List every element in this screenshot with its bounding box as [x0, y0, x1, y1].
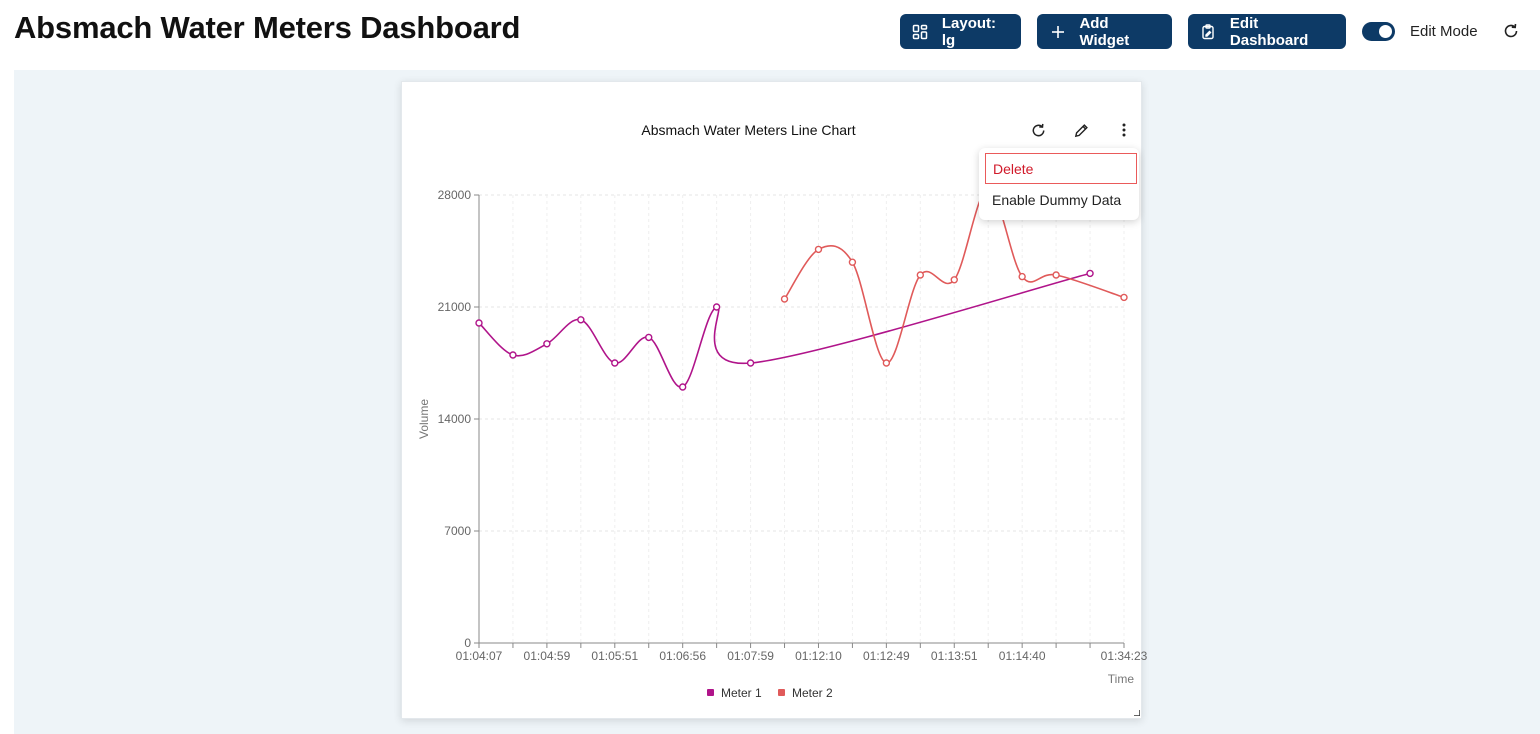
toggle-knob: [1379, 25, 1392, 38]
plus-icon: [1049, 23, 1066, 41]
edit-mode-toggle[interactable]: [1362, 22, 1395, 41]
add-widget-button[interactable]: Add Widget: [1037, 14, 1172, 49]
delete-menu-item[interactable]: Delete: [985, 153, 1137, 184]
layout-button-label: Layout: lg: [941, 14, 997, 49]
page-title: Absmach Water Meters Dashboard: [14, 10, 521, 45]
edit-dashboard-label: Edit Dashboard: [1229, 14, 1309, 49]
resize-handle-icon[interactable]: [1134, 710, 1140, 716]
dashboard-header: Absmach Water Meters Dashboard Layout: l…: [0, 0, 1540, 70]
clipboard-edit-icon: [1200, 23, 1217, 41]
refresh-icon[interactable]: [1502, 22, 1520, 40]
chart-title: Absmach Water Meters Line Chart: [641, 122, 856, 138]
more-vertical-icon[interactable]: [1114, 120, 1134, 140]
edit-mode-label: Edit Mode: [1410, 23, 1478, 40]
enable-dummy-data-menu-item[interactable]: Enable Dummy Data: [992, 191, 1122, 208]
widget-refresh-icon[interactable]: [1028, 120, 1048, 140]
widget-options-menu: Delete Enable Dummy Data: [979, 148, 1139, 220]
layout-button[interactable]: Layout: lg: [900, 14, 1021, 49]
edit-dashboard-button[interactable]: Edit Dashboard: [1188, 14, 1346, 49]
add-widget-label: Add Widget: [1079, 14, 1130, 49]
layout-grid-icon: [912, 23, 929, 41]
pencil-icon[interactable]: [1071, 120, 1091, 140]
